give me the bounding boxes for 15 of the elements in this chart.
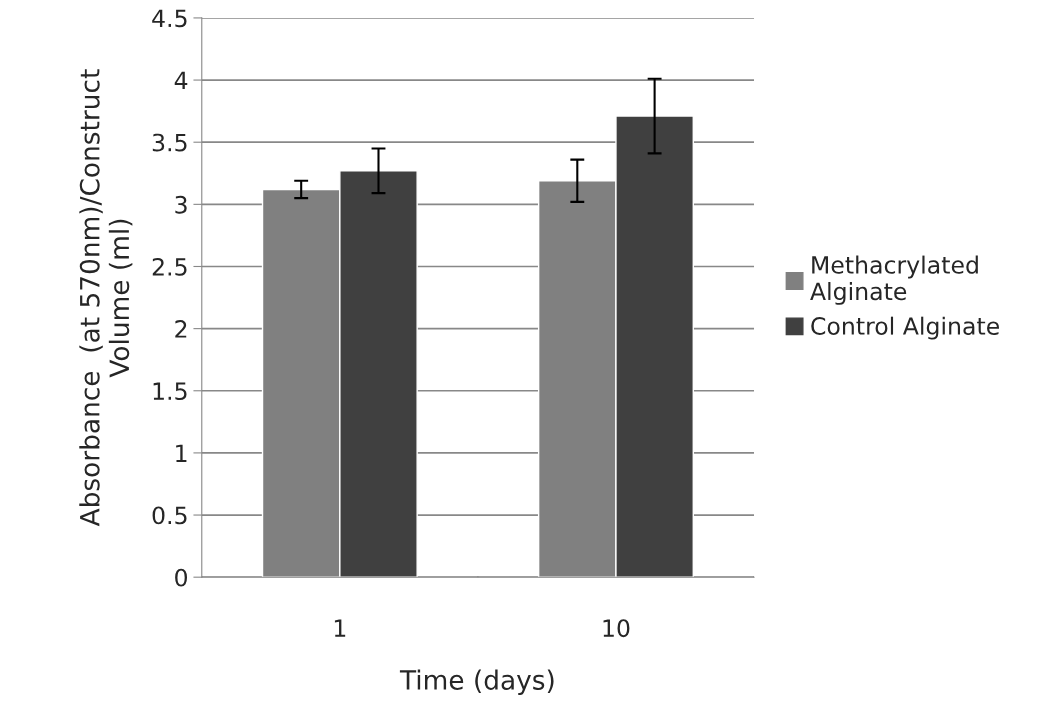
y-axis-title: Absorbance (at 570nm)/Construct Volume (ml) xyxy=(79,69,133,527)
y-tick-label: 4.5 xyxy=(152,9,187,28)
x-tick-label: 10 xyxy=(603,619,630,638)
y-tick-label: 4 xyxy=(174,71,188,90)
y-tick-label: 2.5 xyxy=(152,257,187,276)
y-tick-label: 3 xyxy=(175,195,187,214)
y-tick-label: 1 xyxy=(176,444,187,462)
y-tick-label: 1.5 xyxy=(153,382,187,401)
y-tick-label: 3.5 xyxy=(152,133,187,152)
y-tick-label: 0.5 xyxy=(152,506,187,525)
y-tick-label: 0 xyxy=(175,568,188,587)
legend-label: Control Alginate xyxy=(811,316,999,340)
y-tick-label: 2 xyxy=(175,320,187,338)
legend-label: Methacrylated Alginate xyxy=(810,255,978,305)
x-axis-title: Time (days) xyxy=(399,669,554,696)
